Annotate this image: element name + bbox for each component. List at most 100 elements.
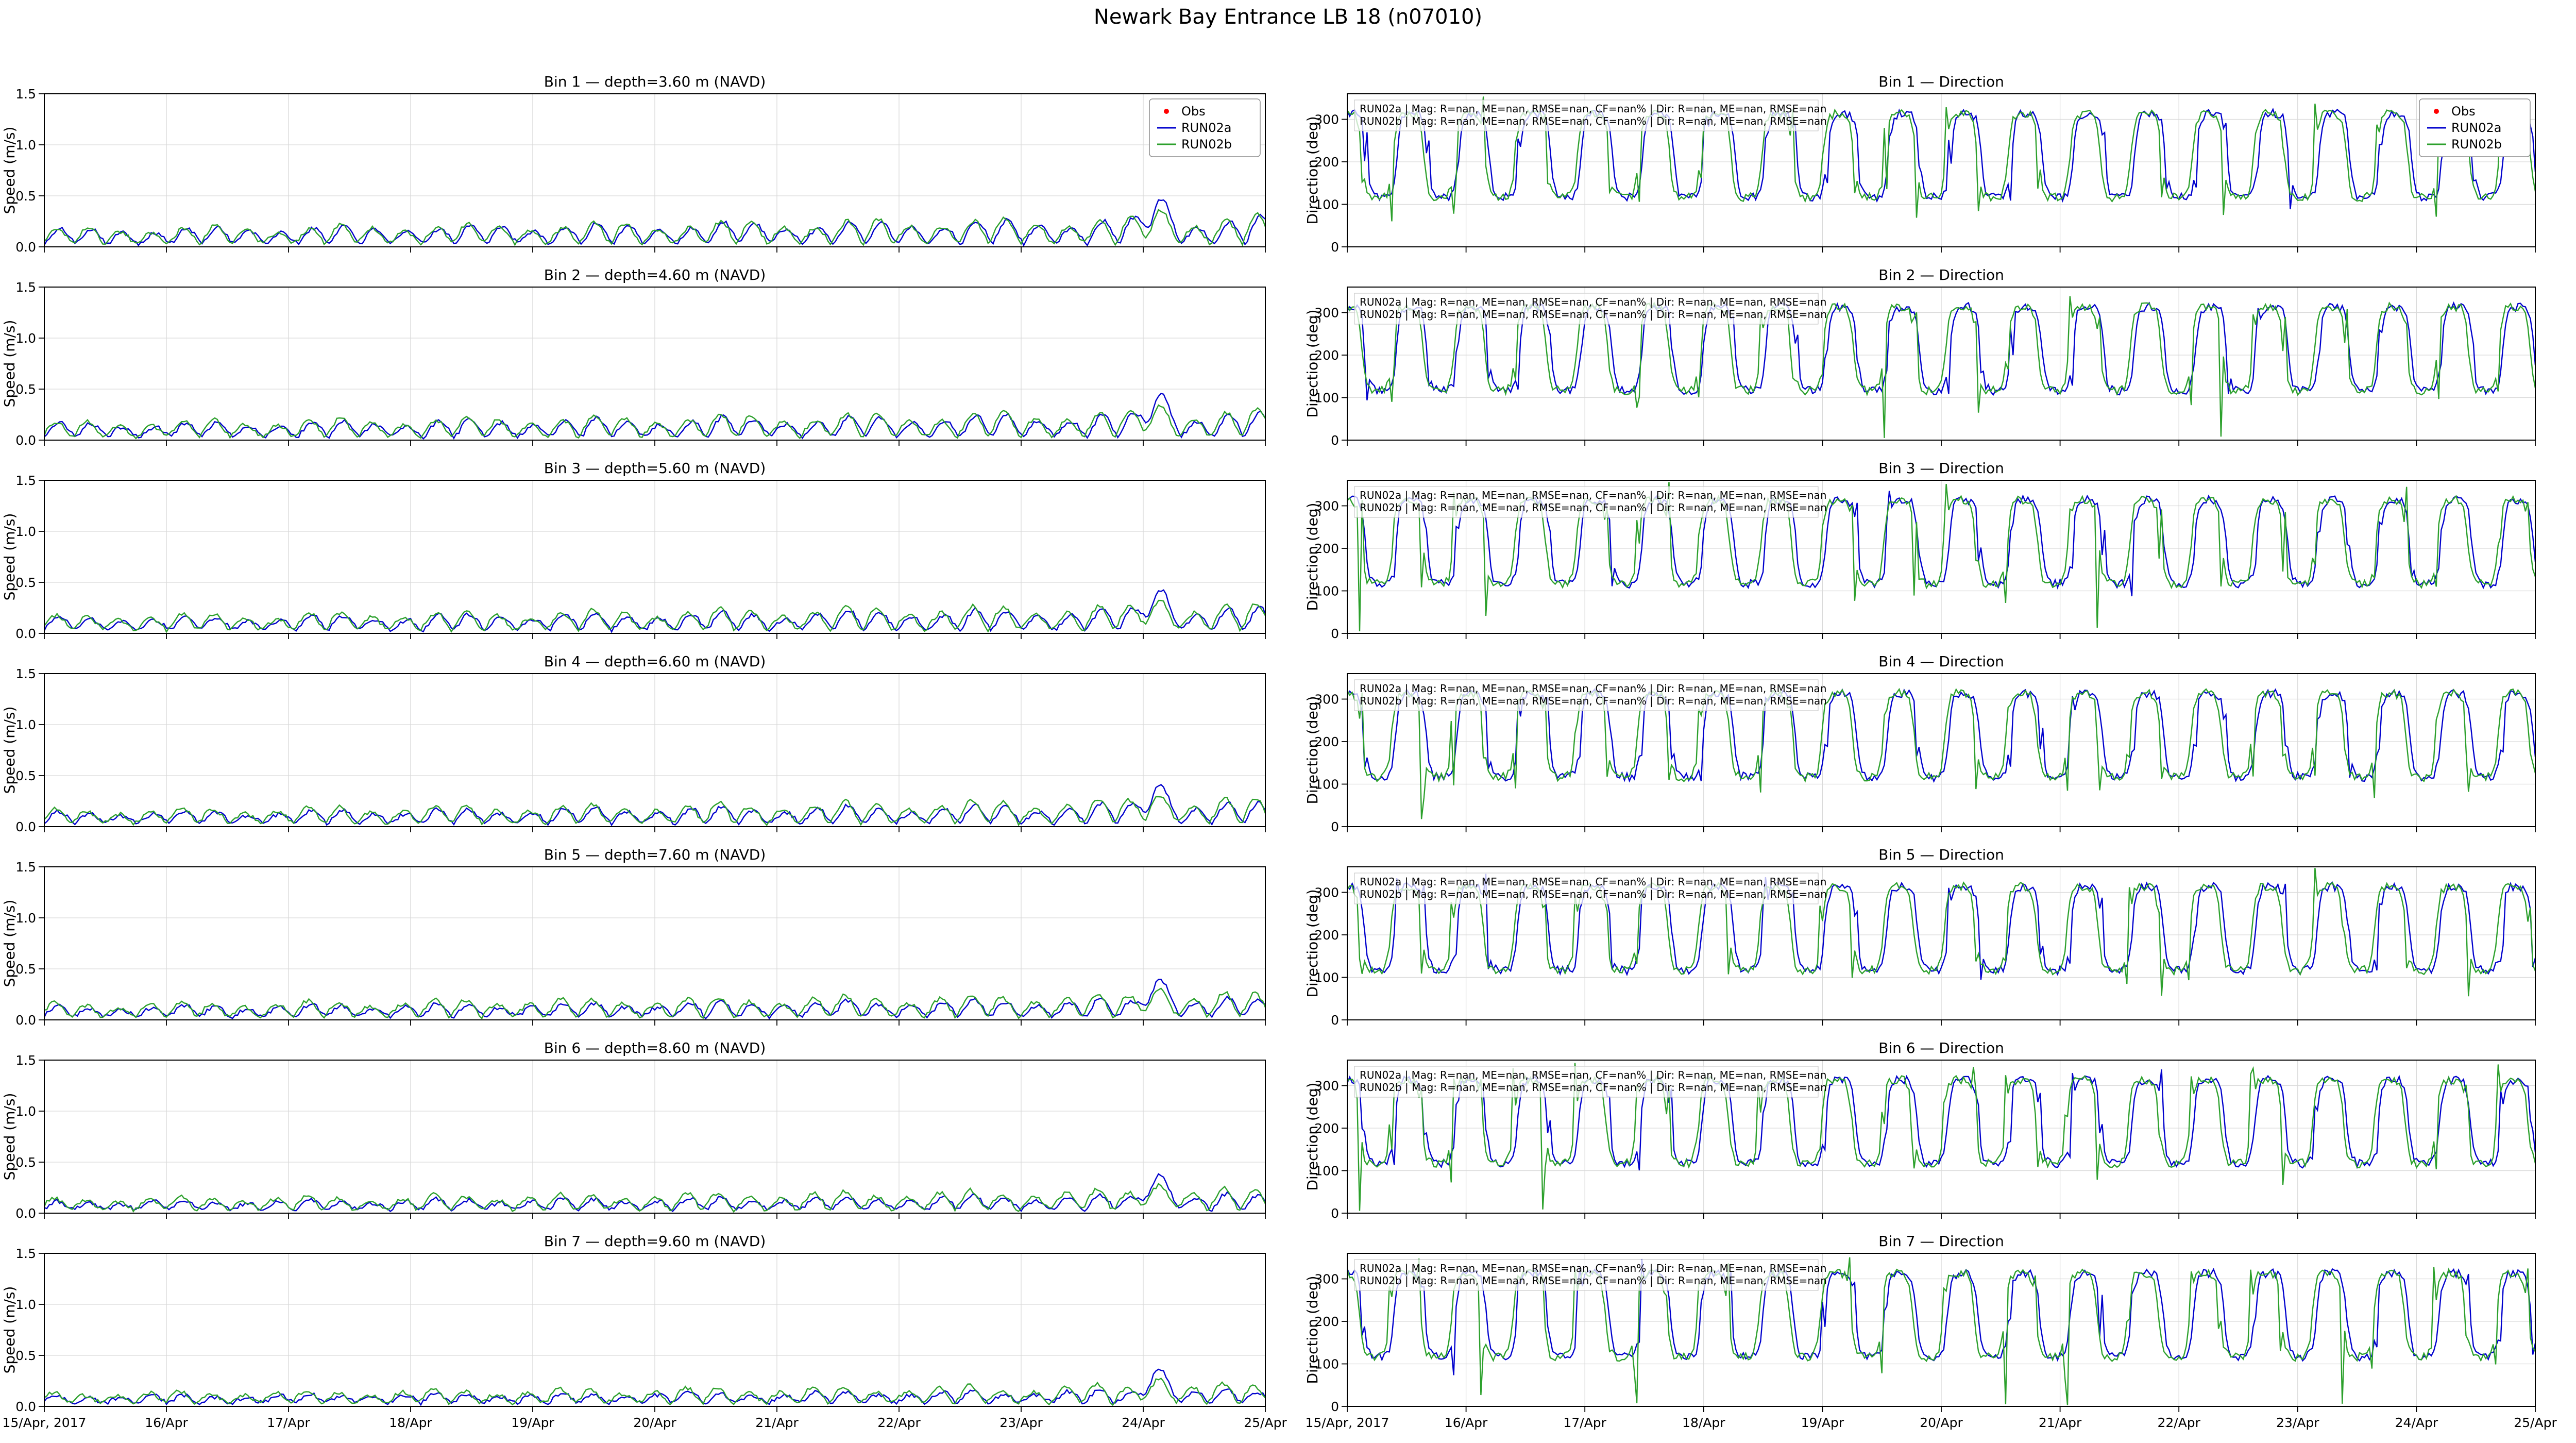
panel-direction-bin5: RUN02a | Mag: R=nan, ME=nan, RMSE=nan, C… bbox=[1304, 846, 2536, 1028]
y-tick-label: 300 bbox=[1314, 499, 1339, 514]
run02b-line bbox=[1347, 1063, 2535, 1211]
x-tick-label: 18/Apr bbox=[1682, 1415, 1725, 1430]
stats-annotation-box bbox=[1354, 99, 1819, 131]
y-tick-label: 0.0 bbox=[15, 240, 36, 255]
y-tick-label: 200 bbox=[1314, 1121, 1339, 1136]
stats-annotation-line2: RUN02b | Mag: R=nan, ME=nan, RMSE=nan, C… bbox=[1360, 308, 1827, 321]
y-tick-label: 1.5 bbox=[15, 1246, 36, 1261]
y-tick-label: 0.0 bbox=[15, 1013, 36, 1028]
y-tick-label: 200 bbox=[1314, 928, 1339, 943]
x-tick-label: 25/Apr bbox=[2514, 1415, 2557, 1430]
x-tick-label: 21/Apr bbox=[2039, 1415, 2082, 1430]
y-tick-label: 1.0 bbox=[15, 524, 36, 539]
stats-annotation-line1: RUN02a | Mag: R=nan, ME=nan, RMSE=nan, C… bbox=[1360, 296, 1826, 308]
y-tick-label: 0 bbox=[1331, 819, 1339, 834]
series-group bbox=[44, 589, 1265, 633]
run02b-line bbox=[44, 404, 1265, 440]
stats-annotation-line1: RUN02a | Mag: R=nan, ME=nan, RMSE=nan, C… bbox=[1360, 1262, 1826, 1274]
panel-speed-bin2: 0.0 0.5 1.0 1.5 Bin 2 — depth=4.60 m (NAVD) S… bbox=[1, 266, 1266, 448]
y-tick-label: 100 bbox=[1314, 1357, 1339, 1372]
stats-annotation-box bbox=[1354, 872, 1819, 904]
stats-annotation-box bbox=[1354, 679, 1819, 711]
panel-title: Bin 5 — depth=7.60 m (NAVD) bbox=[544, 846, 766, 863]
y-tick-label: 100 bbox=[1314, 777, 1339, 792]
x-tick-label: 17/Apr bbox=[267, 1415, 310, 1430]
y-tick-label: 300 bbox=[1314, 112, 1339, 127]
stats-annotation-line2: RUN02b | Mag: R=nan, ME=nan, RMSE=nan, C… bbox=[1360, 695, 1827, 707]
x-tick-label: 22/Apr bbox=[2157, 1415, 2200, 1430]
y-axis-label: Speed (m/s) bbox=[1, 320, 18, 408]
y-tick-label: 100 bbox=[1314, 197, 1339, 212]
x-tick-label: 21/Apr bbox=[755, 1415, 799, 1430]
y-tick-label: 0.5 bbox=[15, 768, 36, 783]
x-tick-label: 15/Apr, 2017 bbox=[1305, 1415, 1389, 1430]
y-tick-label: 300 bbox=[1314, 885, 1339, 900]
panel-direction-bin4: RUN02a | Mag: R=nan, ME=nan, RMSE=nan, C… bbox=[1304, 653, 2536, 834]
x-tick-label: 22/Apr bbox=[877, 1415, 921, 1430]
y-tick-label: 1.5 bbox=[15, 473, 36, 488]
panel-direction-bin3: RUN02a | Mag: R=nan, ME=nan, RMSE=nan, C… bbox=[1304, 460, 2536, 641]
y-tick-label: 300 bbox=[1314, 1079, 1339, 1094]
y-axis-label: Direction (deg) bbox=[1304, 309, 1321, 417]
stats-annotation-box bbox=[1354, 1259, 1819, 1291]
panel-title: Bin 4 — depth=6.60 m (NAVD) bbox=[544, 653, 766, 670]
panel-title: Bin 1 — depth=3.60 m (NAVD) bbox=[544, 73, 766, 90]
y-tick-label: 200 bbox=[1314, 1314, 1339, 1329]
x-tick-label: 24/Apr bbox=[1122, 1415, 1165, 1430]
x-tick-label: 23/Apr bbox=[2276, 1415, 2319, 1430]
x-tick-label: 18/Apr bbox=[389, 1415, 432, 1430]
y-tick-label: 1.0 bbox=[15, 717, 36, 732]
legend-label: Obs bbox=[1181, 104, 1206, 119]
y-axis-label: Direction (deg) bbox=[1304, 1276, 1321, 1384]
series-group bbox=[44, 979, 1265, 1020]
legend-label: RUN02b bbox=[1181, 137, 1232, 152]
x-tick-label: 23/Apr bbox=[999, 1415, 1043, 1430]
panels: Obs RUN02a RUN02b 0.0 0.5 1.0 1.5 Bin 1 — depth… bbox=[1, 73, 2557, 1430]
stats-annotation-line1: RUN02a | Mag: R=nan, ME=nan, RMSE=nan, C… bbox=[1360, 489, 1826, 501]
stats-annotation-box bbox=[1354, 486, 1819, 518]
stats-annotation-line1: RUN02a | Mag: R=nan, ME=nan, RMSE=nan, C… bbox=[1360, 103, 1826, 115]
panel-direction-bin1: RUN02a | Mag: R=nan, ME=nan, RMSE=nan, C… bbox=[1304, 73, 2536, 255]
legend-label: RUN02b bbox=[2451, 137, 2502, 152]
y-tick-label: 1.5 bbox=[15, 666, 36, 681]
panel-direction-bin6: RUN02a | Mag: R=nan, ME=nan, RMSE=nan, C… bbox=[1304, 1039, 2536, 1221]
y-tick-label: 0.0 bbox=[15, 433, 36, 448]
panel-speed-bin4: 0.0 0.5 1.0 1.5 Bin 4 — depth=6.60 m (NAVD) S… bbox=[1, 653, 1266, 834]
panel-speed-bin6: 0.0 0.5 1.0 1.5 Bin 6 — depth=8.60 m (NAVD) S… bbox=[1, 1039, 1266, 1221]
stats-annotation-box bbox=[1354, 293, 1819, 325]
y-tick-label: 0.5 bbox=[15, 1155, 36, 1170]
y-tick-label: 100 bbox=[1314, 1164, 1339, 1179]
y-axis-label: Direction (deg) bbox=[1304, 502, 1321, 611]
y-tick-label: 300 bbox=[1314, 1272, 1339, 1287]
y-tick-label: 200 bbox=[1314, 155, 1339, 170]
y-tick-label: 200 bbox=[1314, 734, 1339, 749]
legend-box bbox=[2419, 98, 2531, 157]
y-tick-label: 1.5 bbox=[15, 860, 36, 875]
run02b-line bbox=[44, 796, 1265, 827]
series-group bbox=[1347, 1063, 2535, 1211]
series-group bbox=[44, 1368, 1265, 1406]
legend-box bbox=[1149, 98, 1261, 157]
series-group bbox=[44, 393, 1265, 440]
panel-direction-bin2: RUN02a | Mag: R=nan, ME=nan, RMSE=nan, C… bbox=[1304, 266, 2536, 448]
panel-speed-bin5: 0.0 0.5 1.0 1.5 Bin 5 — depth=7.60 m (NAVD) S… bbox=[1, 846, 1266, 1028]
run02b-line bbox=[1347, 482, 2535, 632]
y-tick-label: 1.0 bbox=[15, 1297, 36, 1312]
run02b-line bbox=[44, 987, 1265, 1020]
run02a-line bbox=[44, 393, 1265, 440]
y-axis-label: Direction (deg) bbox=[1304, 116, 1321, 224]
y-tick-label: 1.0 bbox=[15, 911, 36, 926]
y-axis-label: Speed (m/s) bbox=[1, 127, 18, 214]
stats-annotation-line1: RUN02a | Mag: R=nan, ME=nan, RMSE=nan, C… bbox=[1360, 1069, 1826, 1081]
run02b-line bbox=[44, 209, 1265, 247]
y-axis-label: Speed (m/s) bbox=[1, 707, 18, 794]
x-tick-label: 15/Apr, 2017 bbox=[2, 1415, 86, 1430]
stats-annotation-line2: RUN02b | Mag: R=nan, ME=nan, RMSE=nan, C… bbox=[1360, 501, 1827, 514]
x-tick-label: 17/Apr bbox=[1563, 1415, 1606, 1430]
y-tick-label: 300 bbox=[1314, 306, 1339, 321]
run02a-line bbox=[44, 199, 1265, 247]
y-axis-label: Speed (m/s) bbox=[1, 1093, 18, 1181]
y-axis-label: Direction (deg) bbox=[1304, 1082, 1321, 1190]
